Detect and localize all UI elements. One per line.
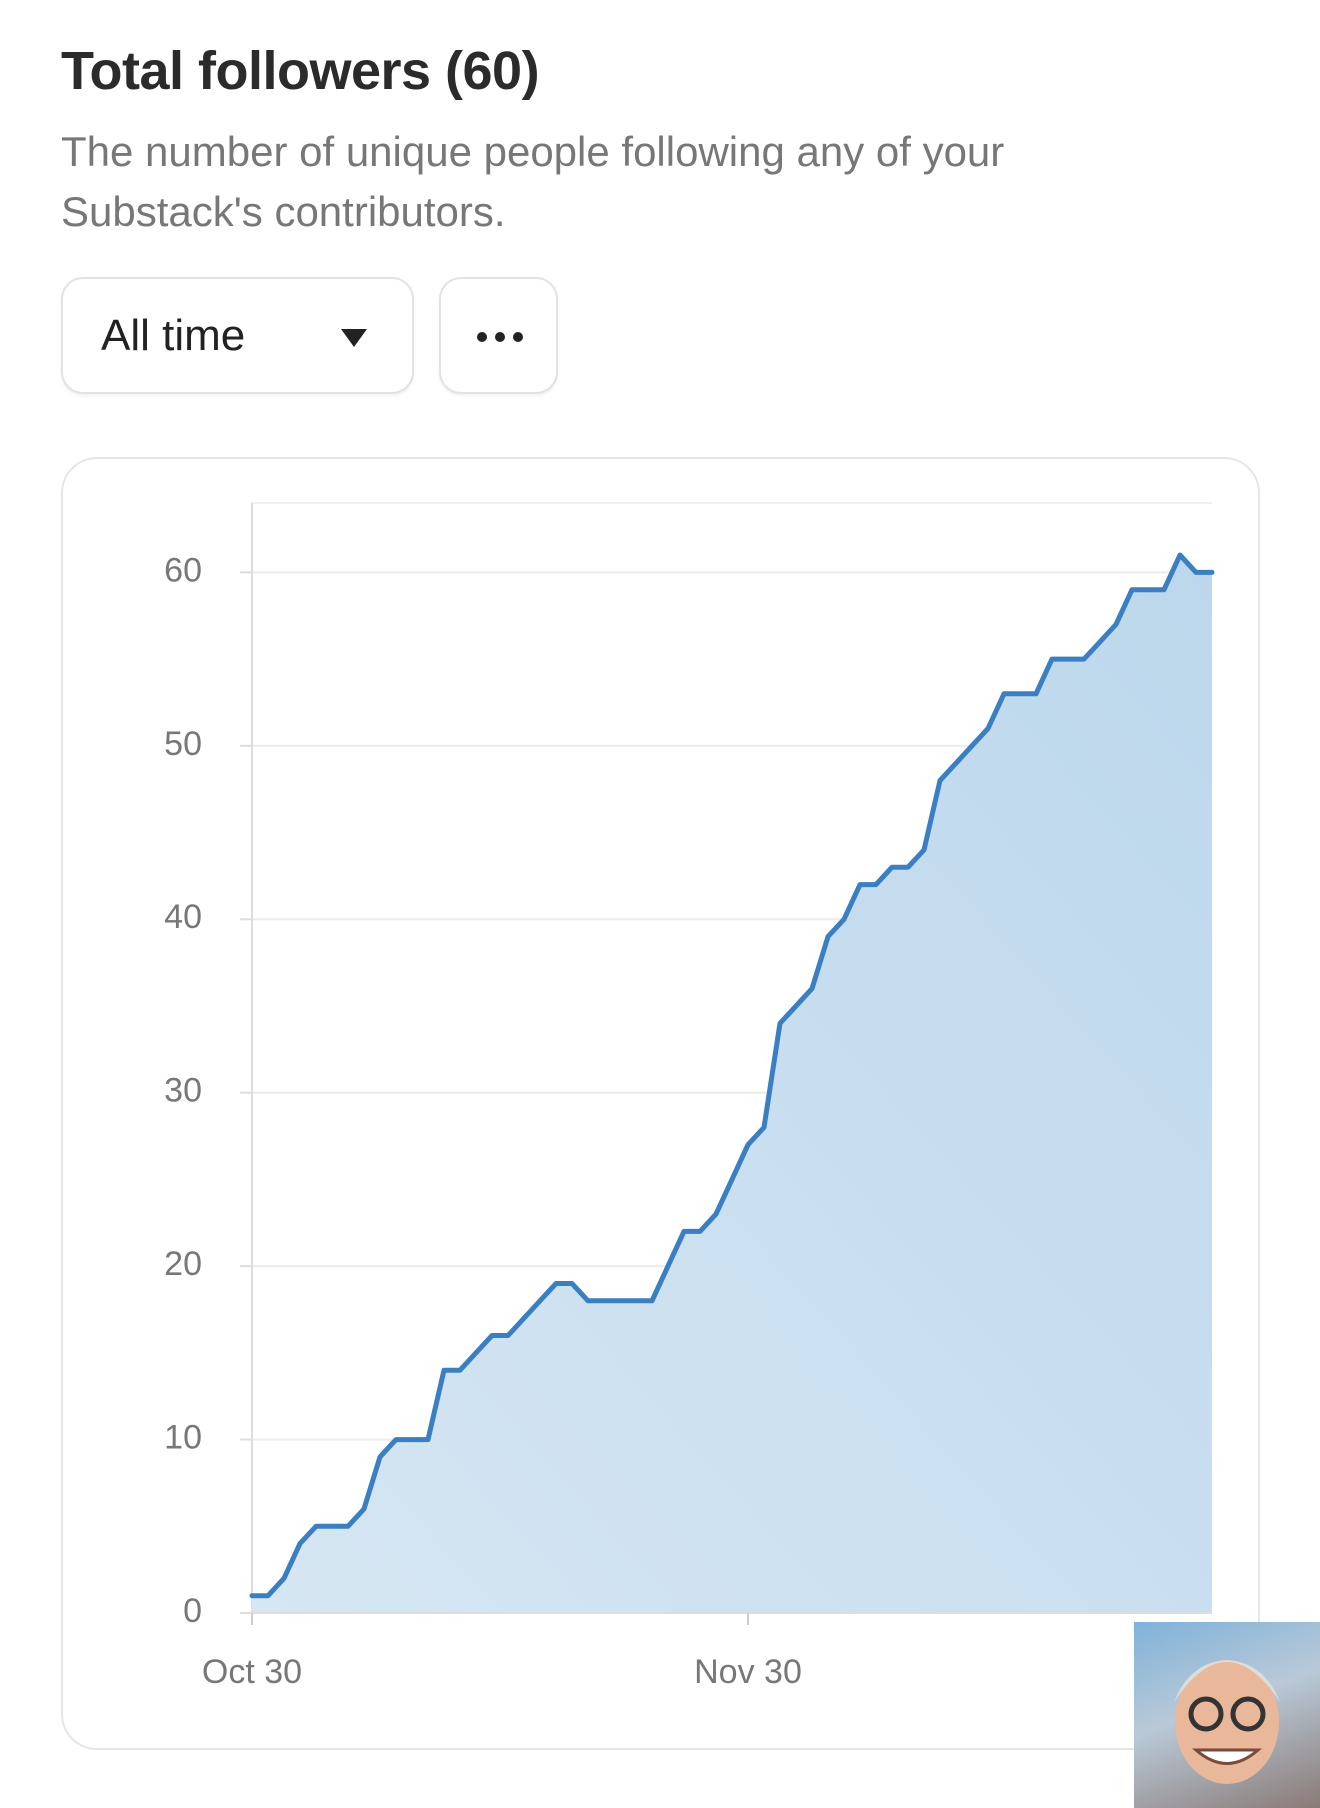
y-tick-label: 40	[164, 898, 202, 936]
y-tick-label: 20	[164, 1245, 202, 1283]
area-fill	[252, 555, 1212, 1613]
chart-card	[61, 457, 1260, 1750]
y-tick-label: 10	[164, 1419, 202, 1457]
range-label: All time	[101, 311, 246, 360]
dropdown-arrow	[341, 329, 367, 347]
y-tick-label: 30	[164, 1072, 202, 1110]
more-icon	[477, 332, 523, 342]
y-tick-label: 50	[164, 725, 202, 763]
x-tick-label: Nov 30	[694, 1653, 802, 1691]
title: Total followers (60)	[61, 41, 540, 101]
range-dropdown[interactable]: All time	[61, 277, 414, 394]
subtitle: The number of unique people following an…	[61, 128, 1005, 235]
y-tick-label: 0	[183, 1592, 202, 1630]
x-tick-label: Oct 30	[202, 1653, 302, 1691]
more-button[interactable]	[439, 277, 558, 394]
avatar-face	[1174, 1660, 1280, 1784]
avatar[interactable]	[1134, 1622, 1320, 1808]
y-tick-label: 60	[164, 551, 202, 589]
line	[249, 552, 1215, 1599]
